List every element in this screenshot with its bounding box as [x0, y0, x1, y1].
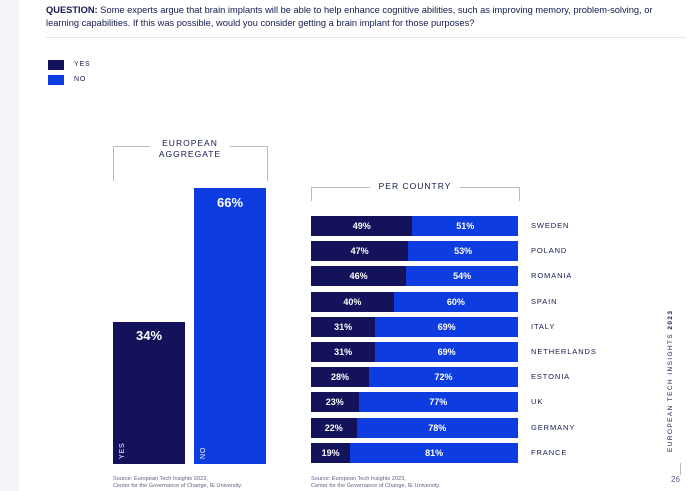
bar-yes-romania: 46%: [311, 266, 407, 286]
bar-yes-sweden: 49%: [311, 216, 413, 236]
source-left-line2: Center for the Governance of Change, IE …: [113, 483, 243, 489]
country-label-estonia: ESTONIA: [531, 372, 571, 381]
bar-no-label: 77%: [429, 397, 448, 407]
aggregate-title-line1: EUROPEAN: [162, 138, 218, 148]
bar-no-spain: 60%: [393, 292, 518, 312]
bar-no-label: 60%: [446, 297, 465, 307]
bar-yes-label: 40%: [343, 297, 362, 307]
country-label-netherlands: NETHERLANDS: [531, 347, 597, 356]
aggregate-yes-pct: 34%: [135, 328, 163, 343]
bar-yes-label: 31%: [334, 347, 353, 357]
bar-yes-spain: 40%: [311, 292, 394, 312]
bar-no-italy: 69%: [375, 317, 518, 337]
country-label-italy: ITALY: [531, 322, 556, 331]
bar-no-france: 81%: [350, 443, 518, 463]
bar-yes-label: 46%: [349, 271, 368, 281]
legend-swatch-yes: [48, 59, 64, 70]
country-label-romania: ROMANIA: [531, 271, 573, 280]
bar-no-label: 72%: [434, 372, 453, 382]
sidebar-divider: [680, 463, 681, 475]
country-label-sweden: SWEDEN: [531, 221, 570, 230]
aggregate-no-pct: 66%: [216, 195, 244, 210]
source-right-line1: Source: European Tech Insights 2023,: [311, 476, 406, 482]
bar-no-label: 53%: [454, 246, 473, 256]
bar-no-poland: 53%: [408, 241, 518, 261]
sidebar-year: 2023: [667, 309, 674, 330]
bar-yes-italy: 31%: [311, 317, 376, 337]
bar-yes-label: 22%: [324, 423, 343, 433]
country-label-spain: SPAIN: [531, 297, 558, 306]
bar-no-sweden: 51%: [412, 216, 518, 236]
bar-no-netherlands: 69%: [375, 342, 518, 362]
aggregate-yes-label: YES: [119, 442, 126, 459]
bar-yes-uk: 23%: [311, 392, 359, 412]
question-text: Some experts argue that brain implants w…: [46, 5, 653, 28]
sidebar-title: EUROPEAN TECH INSIGHTS 2023: [667, 310, 674, 452]
legend-item-no: NO: [48, 72, 90, 87]
bar-yes-estonia: 28%: [311, 367, 369, 387]
bar-yes-label: 19%: [321, 448, 340, 458]
country-label-germany: GERMANY: [531, 423, 576, 432]
bar-yes-france: 19%: [311, 443, 351, 463]
bar-no-estonia: 72%: [368, 367, 518, 387]
legend-label-no: NO: [74, 76, 87, 83]
bar-no-uk: 77%: [358, 392, 518, 412]
legend-label-yes: YES: [74, 61, 91, 68]
bar-yes-label: 28%: [330, 372, 349, 382]
bar-no-label: 78%: [428, 423, 447, 433]
bar-yes-label: 47%: [350, 246, 369, 256]
country-label-poland: POLAND: [531, 246, 568, 255]
country-label-france: FRANCE: [531, 448, 568, 457]
bar-no-label: 69%: [437, 322, 456, 332]
sidebar: EUROPEAN TECH INSIGHTS 2023: [667, 310, 687, 462]
bar-no-label: 69%: [437, 347, 456, 357]
source-left: Source: European Tech Insights 2023, Cen…: [113, 476, 242, 490]
sidebar-title-text: EUROPEAN TECH INSIGHTS: [667, 329, 674, 452]
bar-no-label: 54%: [453, 271, 472, 281]
bar-no-germany: 78%: [356, 418, 518, 438]
legend-swatch-no: [48, 74, 64, 85]
aggregate-no-label: NO: [200, 446, 207, 459]
bar-yes-poland: 47%: [311, 241, 409, 261]
aggregate-bar-no: 66% NO: [194, 188, 266, 464]
legend-item-yes: YES: [48, 57, 90, 72]
source-left-line1: Source: European Tech Insights 2023,: [113, 476, 208, 482]
bar-no-romania: 54%: [406, 266, 518, 286]
country-label-uk: UK: [531, 397, 544, 406]
bar-no-label: 51%: [456, 221, 475, 231]
bar-yes-netherlands: 31%: [311, 342, 376, 362]
page-number: 26: [671, 475, 680, 484]
legend: YES NO: [48, 57, 90, 87]
bar-yes-label: 31%: [334, 322, 353, 332]
per-country-title: PER COUNTRY: [370, 181, 460, 192]
bar-yes-label: 49%: [352, 221, 371, 231]
bar-yes-germany: 22%: [311, 418, 357, 438]
source-right-line2: Center for the Governance of Change, IE …: [311, 483, 441, 489]
bar-no-label: 81%: [425, 448, 444, 458]
aggregate-title-line2: AGGREGATE: [158, 149, 222, 159]
question: QUESTION: Some experts argue that brain …: [46, 4, 656, 29]
source-right: Source: European Tech Insights 2023, Cen…: [311, 476, 440, 490]
header-divider: [46, 37, 686, 38]
question-label: QUESTION:: [46, 5, 98, 15]
aggregate-title: EUROPEAN AGGREGATE: [150, 138, 230, 160]
bar-yes-label: 23%: [325, 397, 344, 407]
aggregate-bar-yes: 34% YES: [113, 322, 185, 464]
